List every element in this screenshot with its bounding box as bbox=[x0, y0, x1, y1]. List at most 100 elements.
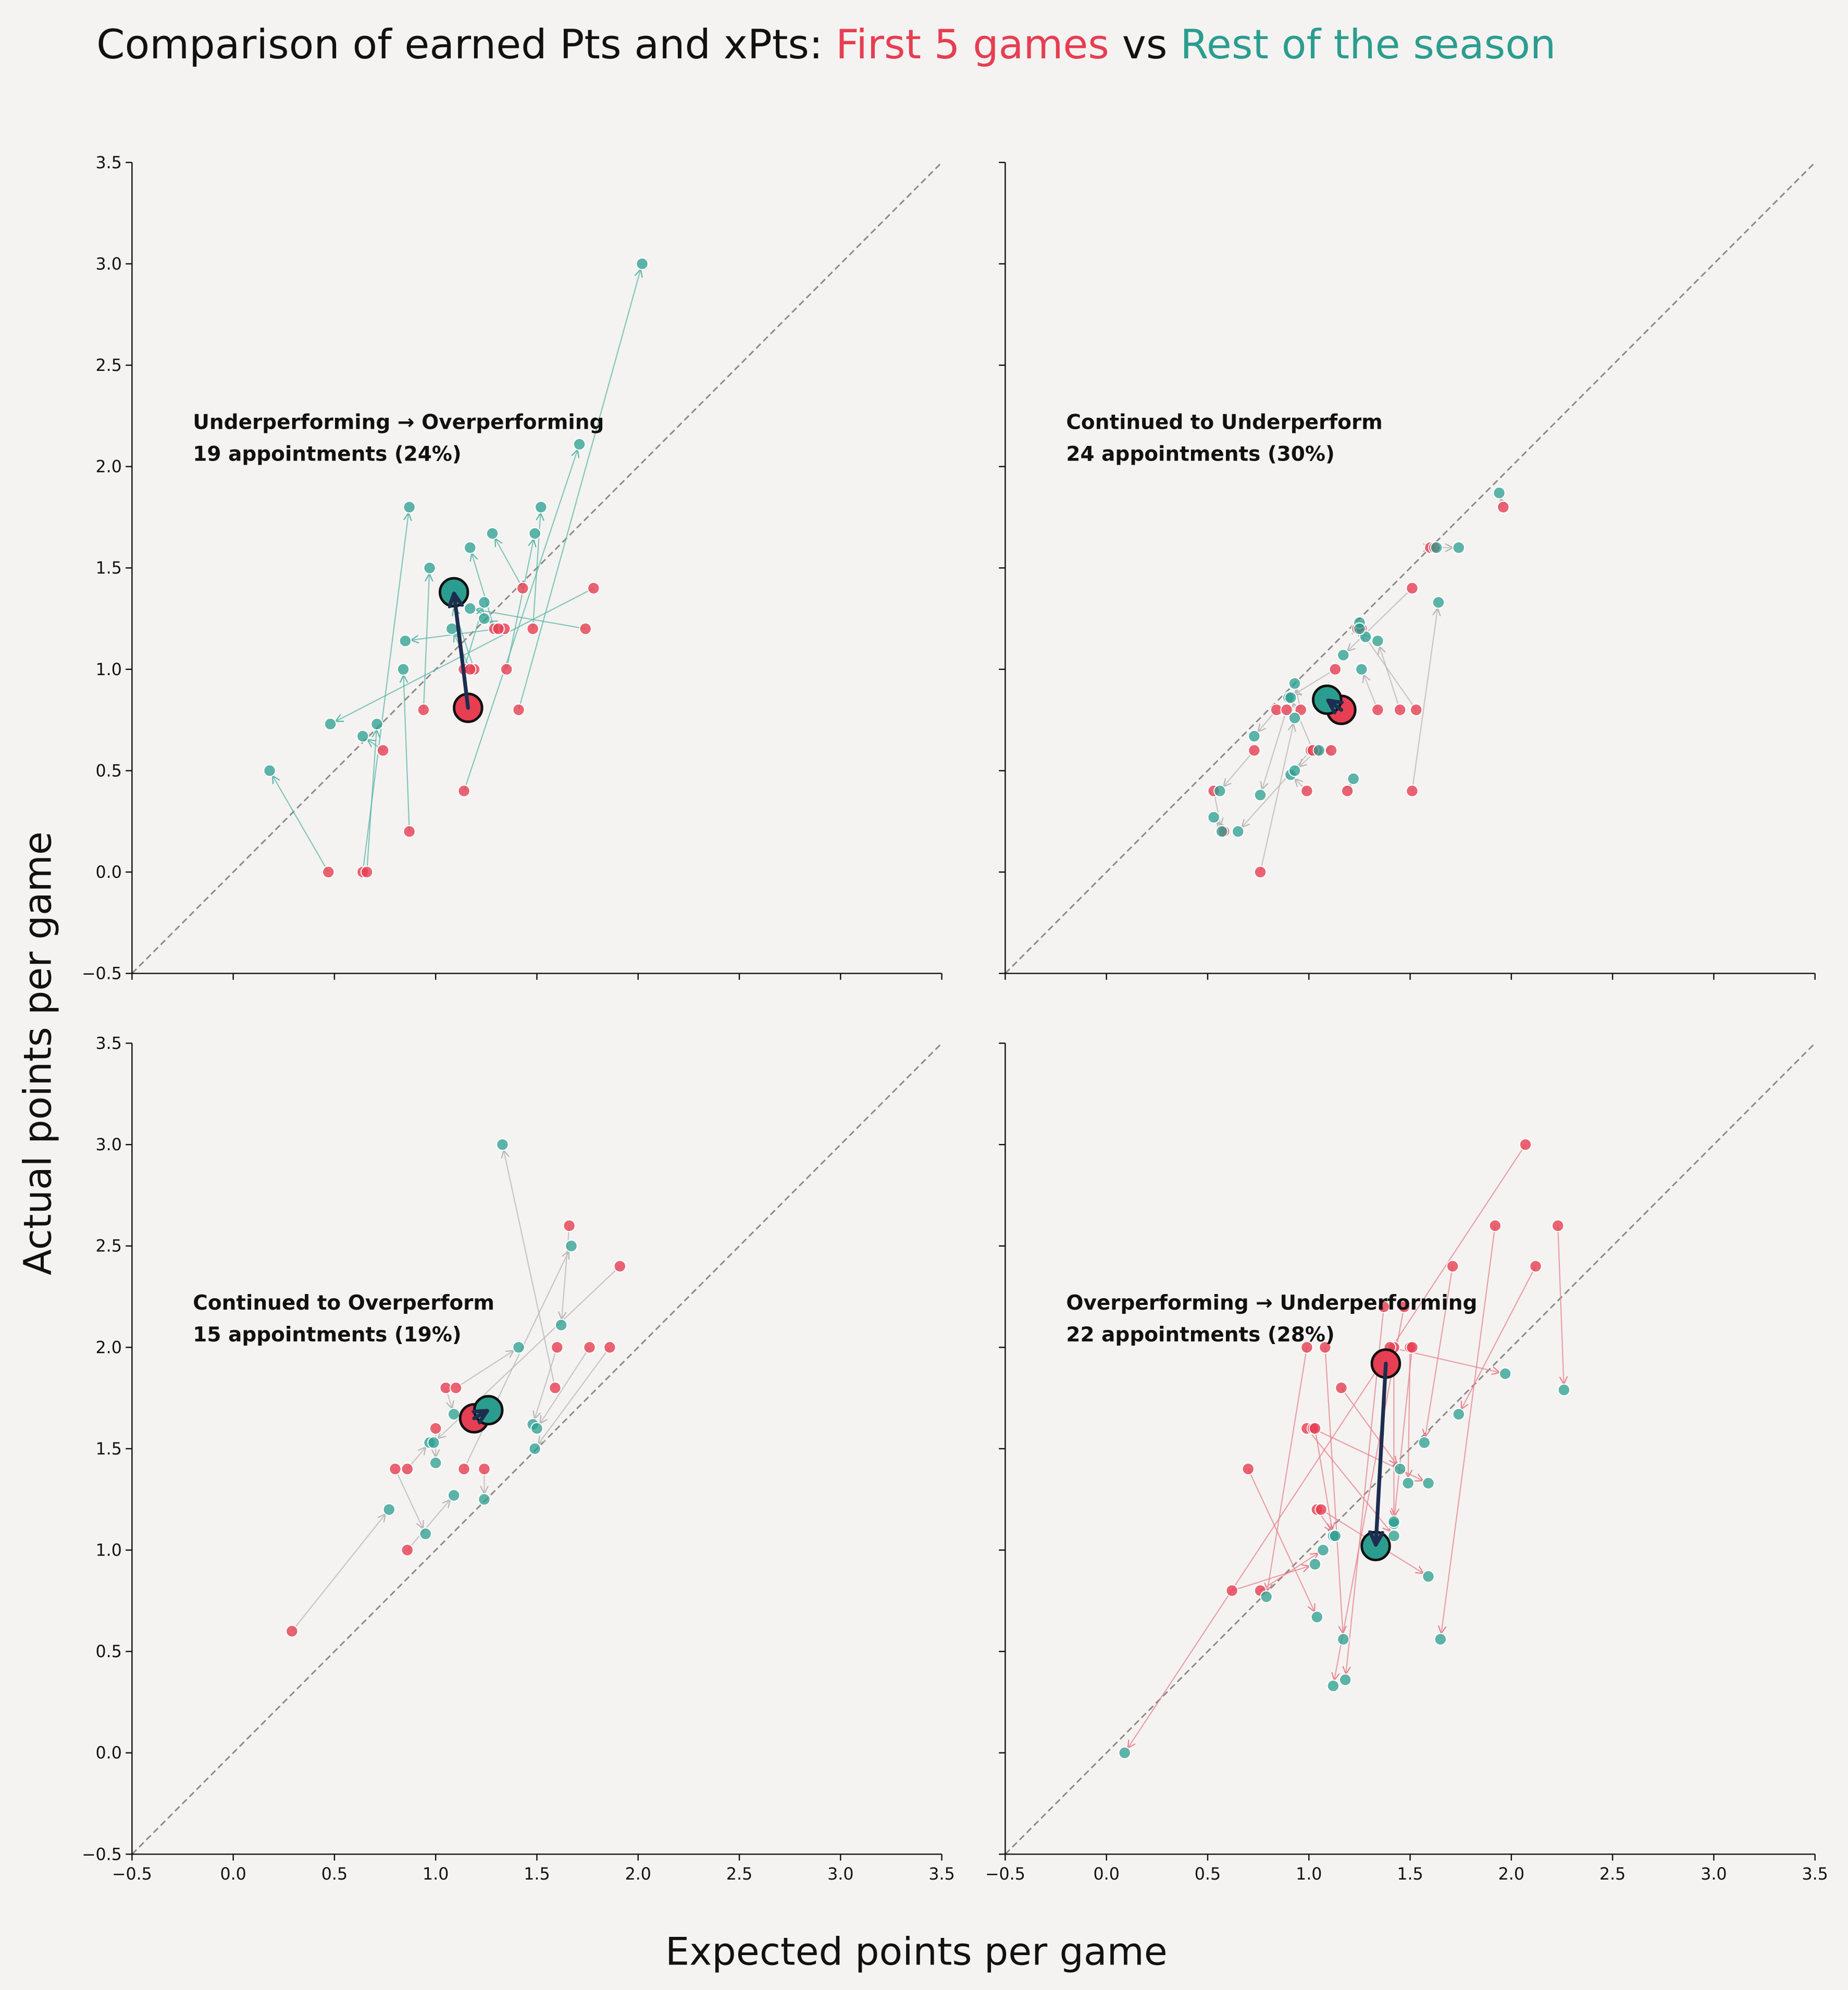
y-tick-label: 1.5 bbox=[96, 1440, 122, 1459]
panel: −0.5 0.0 0.5 1.0 1.5 2.0 2.5 3.0 3.5 Overperformi… bbox=[985, 1042, 1828, 1884]
move-arrow bbox=[423, 574, 429, 710]
move-arrow bbox=[291, 1514, 386, 1632]
rest-season-point bbox=[396, 663, 410, 676]
rest-season-point bbox=[1493, 487, 1506, 500]
y-tick-label: 0.0 bbox=[96, 1744, 122, 1763]
rest-season-point bbox=[1347, 772, 1360, 786]
first-games-point bbox=[1410, 703, 1423, 716]
x-tick-label: 3.5 bbox=[928, 1865, 954, 1884]
x-tick-label: 0.0 bbox=[220, 1865, 246, 1884]
rest-season-point bbox=[1432, 596, 1445, 609]
first-games-point bbox=[1397, 1300, 1411, 1313]
first-games-point bbox=[464, 663, 477, 676]
rest-season-point bbox=[464, 541, 477, 554]
x-tick-label: 0.0 bbox=[1094, 1865, 1120, 1884]
first-games-point bbox=[457, 785, 470, 798]
first-games-point bbox=[1324, 744, 1338, 757]
annotation: Underperforming → Overperforming bbox=[193, 411, 604, 434]
move-arrow bbox=[472, 553, 495, 629]
x-tick-label: 2.0 bbox=[1498, 1865, 1524, 1884]
first-games-point bbox=[492, 622, 505, 636]
rest-season-point bbox=[1353, 622, 1366, 636]
rest-season-point bbox=[356, 730, 369, 743]
y-tick-label: 2.5 bbox=[96, 356, 122, 375]
first-games-point bbox=[1242, 1462, 1255, 1476]
move-arrow bbox=[476, 610, 586, 630]
move-arrow bbox=[504, 1150, 556, 1388]
move-arrow bbox=[463, 450, 578, 791]
x-tick-label: −0.5 bbox=[112, 1865, 152, 1884]
rest-season-point bbox=[324, 717, 337, 731]
x-tick-label: 1.5 bbox=[524, 1865, 550, 1884]
rest-season-point bbox=[1498, 1367, 1512, 1380]
first-games-point bbox=[457, 1462, 470, 1476]
rest-season-point bbox=[1308, 1558, 1322, 1571]
move-arrow bbox=[1267, 1347, 1308, 1591]
panel: −0.5 0.0 0.5 1.0 1.5 2.0 2.5 3.0 3.5 −0.5 0.0 0.5 1.… bbox=[82, 1035, 955, 1884]
y-tick-label: 2.0 bbox=[96, 1338, 122, 1357]
move-arrow bbox=[1259, 724, 1294, 873]
rest-season-point bbox=[1557, 1383, 1571, 1397]
move-arrow bbox=[1395, 1347, 1413, 1516]
first-games-point bbox=[1248, 744, 1261, 757]
y-tick-label: 0.5 bbox=[96, 1643, 122, 1661]
rest-season-point bbox=[554, 1319, 568, 1332]
move-arrow bbox=[1441, 1225, 1496, 1634]
rest-season-point bbox=[1288, 764, 1301, 777]
title-first: First 5 games bbox=[836, 21, 1109, 68]
rest-season-point bbox=[1254, 788, 1267, 802]
move-arrow bbox=[540, 1347, 590, 1423]
rest-season-point bbox=[1337, 649, 1350, 662]
move-arrow bbox=[366, 730, 377, 873]
rest-season-point bbox=[427, 1436, 440, 1449]
move-arrow bbox=[362, 513, 408, 873]
title-joiner: vs bbox=[1122, 21, 1168, 68]
first-games-point bbox=[1406, 1341, 1419, 1354]
rest-season-point bbox=[1337, 1633, 1350, 1646]
rest-season-point bbox=[478, 596, 491, 609]
rest-season-point bbox=[573, 438, 586, 451]
move-arrow bbox=[394, 1469, 423, 1529]
first-games-point bbox=[1446, 1260, 1459, 1273]
diagonal bbox=[1004, 1042, 1816, 1855]
annotation: Continued to Overperform bbox=[193, 1291, 494, 1315]
y-tick-label: 1.5 bbox=[96, 559, 122, 578]
y-tick-label: 1.0 bbox=[96, 1541, 122, 1560]
mean-arrow bbox=[454, 591, 470, 710]
rest-season-point bbox=[382, 1503, 396, 1516]
first-games-point bbox=[1377, 1300, 1391, 1313]
move-arrow bbox=[1557, 1225, 1564, 1384]
first-games-point bbox=[1329, 663, 1342, 676]
move-arrow bbox=[495, 539, 524, 589]
move-arrow bbox=[463, 1251, 569, 1470]
rest-season-point bbox=[1393, 1462, 1407, 1476]
first-games-point bbox=[516, 581, 529, 595]
rest-season-point bbox=[1355, 663, 1368, 676]
rest-season-point bbox=[1430, 541, 1443, 554]
rest-season-point bbox=[528, 1442, 541, 1456]
first-games-point bbox=[401, 1462, 414, 1476]
move-arrow bbox=[1223, 750, 1255, 786]
y-tick-label: 3.0 bbox=[96, 255, 122, 273]
first-games-point bbox=[526, 622, 539, 636]
rest-season-point bbox=[429, 1457, 442, 1470]
rest-season-point bbox=[1371, 635, 1384, 648]
rest-season-point bbox=[403, 501, 416, 514]
annotation: 22 appointments (28%) bbox=[1066, 1323, 1334, 1347]
rest-season-point bbox=[512, 1341, 525, 1354]
rest-season-point bbox=[464, 602, 477, 615]
rest-season-point bbox=[1260, 1590, 1273, 1603]
first-games-point bbox=[1371, 703, 1384, 716]
rest-season-point bbox=[1213, 785, 1226, 798]
first-games-point bbox=[1341, 785, 1354, 798]
move-arrow bbox=[1411, 608, 1437, 791]
x-tick-label: 2.0 bbox=[625, 1865, 651, 1884]
move-arrow bbox=[1363, 633, 1417, 711]
mean-arrow bbox=[474, 1409, 489, 1418]
annotation: 19 appointments (24%) bbox=[193, 442, 461, 466]
rest-season-point bbox=[263, 764, 276, 777]
first-games-point bbox=[563, 1219, 576, 1233]
first-games-point bbox=[1497, 501, 1510, 514]
